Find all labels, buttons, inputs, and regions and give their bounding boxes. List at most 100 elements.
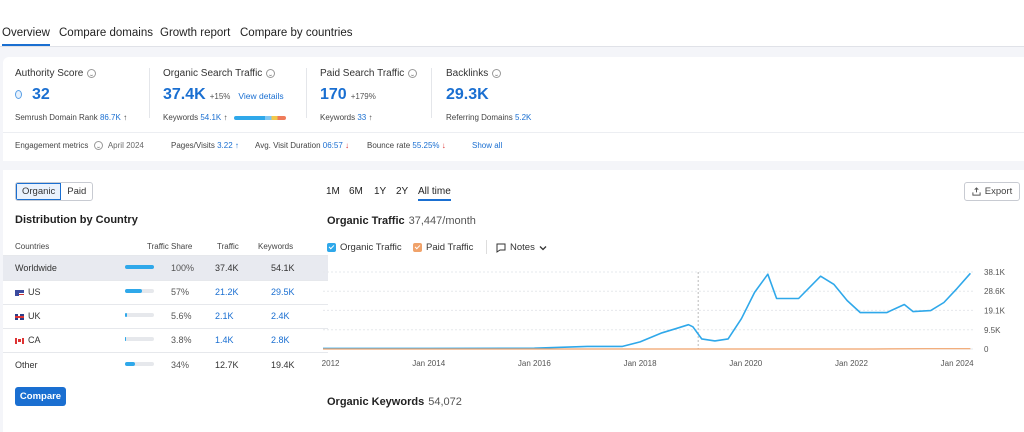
table-row[interactable]: Other 34% 12.7K 19.4K [3,353,328,377]
range-all-time[interactable]: All time [418,186,451,201]
range-2y[interactable]: 2Y [396,186,409,197]
toggle-paid[interactable]: Paid [67,186,87,197]
referring-domains-label: Referring Domains [446,113,513,122]
organic-paid-toggle: Organic Paid [15,182,94,201]
x-tick-label: Jan 2018 [624,359,657,368]
divider [431,68,432,118]
country-name: Worldwide [15,263,57,273]
keywords-value[interactable]: 29.5K [271,287,295,297]
y-tick-label: 38.1K [984,268,1006,277]
checkbox-icon [327,243,336,252]
traffic-value[interactable]: 2.1K [215,311,234,321]
range-6m[interactable]: 6M [349,186,363,197]
keywords-value[interactable]: 2.8K [271,335,290,345]
divider [486,240,487,254]
row-divider [3,352,328,353]
tab-growth-report[interactable]: Growth report [160,27,231,39]
traffic-value[interactable]: 21.2K [215,287,239,297]
traffic-value: 12.7K [215,360,239,370]
organic-traffic-metric: Organic Search Traffic 37.4K +15% View det… [163,68,286,128]
keywords-value[interactable]: 2.4K [271,311,290,321]
table-row[interactable]: US 57% 21.2K 29.5K [3,280,328,304]
smiley-icon [492,69,502,78]
table-row[interactable]: UK 5.6% 2.1K 2.4K [3,304,328,328]
keyword-intent-bar [233,115,286,120]
row-divider [3,304,328,305]
authority-score-label: Authority Score [15,68,84,79]
traffic-share-value: 5.6% [171,311,192,321]
traffic-share-value: 34% [171,360,190,370]
y-tick-label: 19.1K [984,306,1006,315]
authority-score-value: 32 [32,86,50,103]
row-divider [3,280,328,281]
table-row[interactable]: CA 3.8% 1.4K 2.8K [3,328,328,352]
organic-traffic-line[interactable] [323,272,972,350]
arrow-down-icon: ↓ [345,141,350,150]
column-keywords[interactable]: Keywords [258,242,294,251]
organic-traffic-value[interactable]: 37.4K [163,86,206,103]
export-button[interactable]: Export [964,182,1020,201]
bounce-rate-value[interactable]: 55.25% [412,141,440,150]
engagement-date: April 2024 [107,141,144,150]
pages-visits: Pages/Visits 3.22 ↑ [171,141,239,150]
domain-rank-label: Semrush Domain Rank [15,113,98,122]
backlinks-label: Backlinks [446,68,489,79]
show-all-link[interactable]: Show all [472,141,503,150]
bounce-rate: Bounce rate 55.25% ↓ [367,141,446,150]
legend-paid[interactable]: Paid Traffic [413,242,473,253]
column-traffic[interactable]: Traffic [217,242,239,251]
paid-keywords-value[interactable]: 33 [357,113,367,122]
arrow-up-icon: ↑ [223,113,228,122]
divider [3,132,1024,133]
top-navigation: Overview Compare domains Growth report C… [0,0,1024,47]
tab-overview[interactable]: Overview [2,27,50,46]
distribution-title: Distribution by Country [15,214,138,226]
country-name: UK [15,311,41,321]
compare-button[interactable]: Compare [15,387,66,406]
organic-keywords-title: Organic Keywords 54,072 [327,396,462,408]
country-name: US [15,287,41,297]
column-traffic-share[interactable]: Traffic Share [147,242,193,251]
x-tick-label: Jan 2016 [518,359,551,368]
organic-traffic-title: Organic Traffic 37,447/month [327,215,476,227]
backlinks-value[interactable]: 29.3K [446,86,489,103]
legend-organic[interactable]: Organic Traffic [327,242,402,253]
y-tick-label: 9.5K [984,326,1001,335]
export-icon [972,187,981,196]
column-countries: Countries [15,242,50,251]
toggle-organic[interactable]: Organic [16,183,62,200]
keywords-value: 19.4K [271,360,295,370]
traffic-share-bar [125,265,154,269]
arrow-down-icon: ↓ [441,141,446,150]
x-tick-label: Jan 2014 [412,359,445,368]
notes-dropdown[interactable]: Notes [496,242,547,253]
arrow-up-icon: ↑ [234,141,239,150]
flag-us-icon [15,289,24,296]
traffic-share-fill [125,337,127,341]
visit-duration-value[interactable]: 06:57 [322,141,343,150]
tab-compare-by-countries[interactable]: Compare by countries [240,27,353,39]
view-details-link[interactable]: View details [238,91,284,101]
traffic-share-value: 100% [171,263,195,273]
flag-uk-icon [15,313,24,320]
pages-visits-value[interactable]: 3.22 [217,141,233,150]
notes-icon [496,243,506,253]
keywords-value[interactable]: 54.1K [200,113,222,122]
referring-domains-value[interactable]: 5.2K [514,113,532,122]
range-1y[interactable]: 1Y [374,186,387,197]
traffic-value[interactable]: 1.4K [215,335,234,345]
organic-traffic-total: 37,447/month [408,215,476,227]
y-tick-label: 28.6K [984,287,1006,296]
traffic-share-fill [125,362,135,366]
paid-traffic-label: Paid Search Traffic [320,68,405,79]
traffic-share-bar [125,362,154,366]
keywords-value: 54.1K [271,263,295,273]
traffic-share-bar [125,337,154,341]
tab-compare-domains[interactable]: Compare domains [59,27,153,39]
table-row[interactable]: Worldwide 100% 37.4K 54.1K [3,256,328,280]
range-1m[interactable]: 1M [326,186,340,197]
paid-traffic-value[interactable]: 170 [320,86,347,103]
organic-traffic-label: Organic Search Traffic [163,68,263,79]
domain-rank-value[interactable]: 86.7K [99,113,121,122]
x-tick-label: Jan 2020 [729,359,762,368]
